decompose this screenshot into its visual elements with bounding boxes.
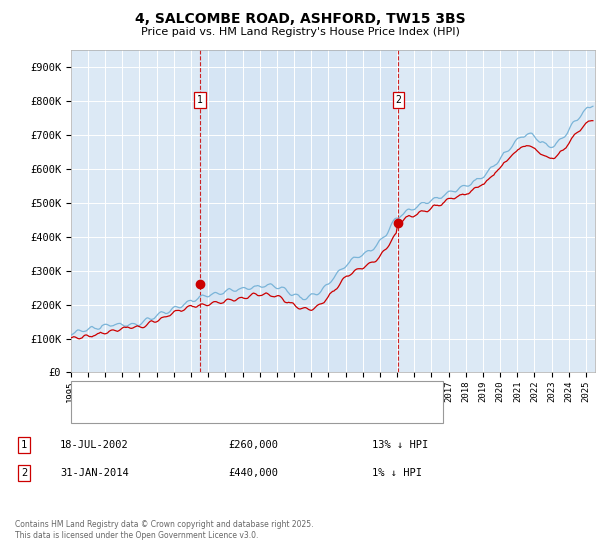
Text: 13% ↓ HPI: 13% ↓ HPI	[372, 440, 428, 450]
Text: ─────: ─────	[80, 407, 109, 417]
Text: Contains HM Land Registry data © Crown copyright and database right 2025.: Contains HM Land Registry data © Crown c…	[15, 520, 314, 529]
Text: 4, SALCOMBE ROAD, ASHFORD, TW15 3BS (detached house): 4, SALCOMBE ROAD, ASHFORD, TW15 3BS (det…	[113, 388, 410, 398]
Text: 2: 2	[395, 95, 401, 105]
Text: 31-JAN-2014: 31-JAN-2014	[60, 468, 129, 478]
Text: HPI: Average price, detached house, Spelthorne: HPI: Average price, detached house, Spel…	[113, 407, 347, 417]
Text: £260,000: £260,000	[228, 440, 278, 450]
Text: This data is licensed under the Open Government Licence v3.0.: This data is licensed under the Open Gov…	[15, 531, 259, 540]
Bar	[200, 50, 398, 372]
Text: 18-JUL-2002: 18-JUL-2002	[60, 440, 129, 450]
Text: Price paid vs. HM Land Registry's House Price Index (HPI): Price paid vs. HM Land Registry's House …	[140, 27, 460, 37]
Text: ─────: ─────	[80, 388, 109, 398]
Text: 1: 1	[197, 95, 203, 105]
Text: 2: 2	[21, 468, 27, 478]
Text: £440,000: £440,000	[228, 468, 278, 478]
Text: 4, SALCOMBE ROAD, ASHFORD, TW15 3BS: 4, SALCOMBE ROAD, ASHFORD, TW15 3BS	[134, 12, 466, 26]
Text: 1: 1	[21, 440, 27, 450]
Text: 1% ↓ HPI: 1% ↓ HPI	[372, 468, 422, 478]
